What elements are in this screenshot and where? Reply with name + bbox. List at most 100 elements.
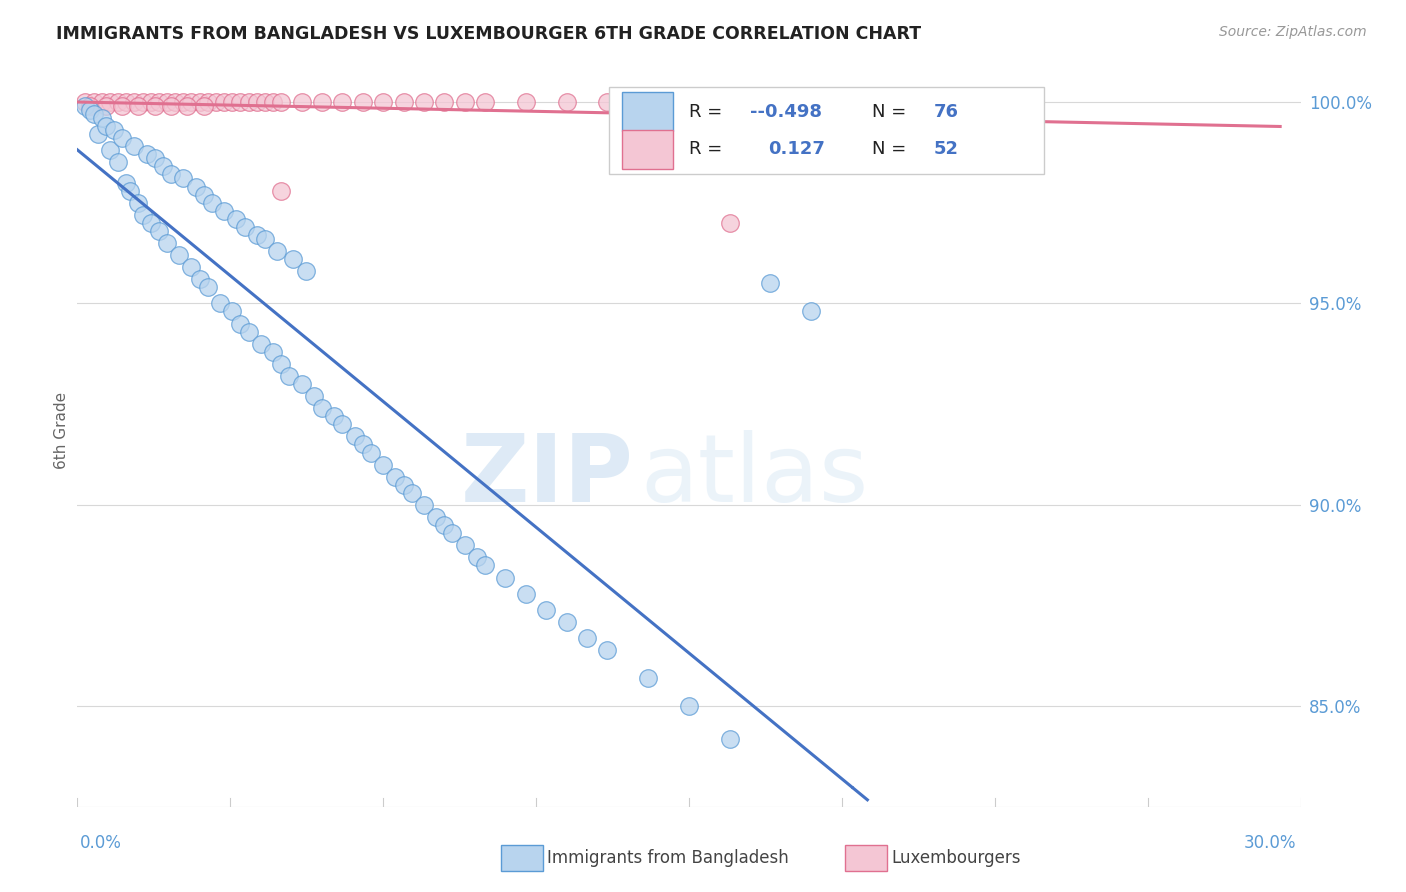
Point [124, 95, 146, 109]
Point [124, 139, 146, 153]
Point [79, 99, 101, 113]
Point [221, 304, 243, 318]
Point [176, 99, 198, 113]
Text: N =: N = [873, 103, 912, 120]
Point [139, 95, 162, 109]
Text: 0.0%: 0.0% [80, 834, 122, 852]
Point [165, 95, 187, 109]
Point [148, 95, 170, 109]
Point [107, 95, 129, 109]
Point [678, 699, 700, 714]
Point [262, 344, 284, 359]
Point [160, 99, 183, 113]
Point [225, 211, 247, 226]
Point [433, 95, 456, 109]
Point [596, 643, 619, 657]
FancyBboxPatch shape [621, 92, 673, 131]
Point [139, 216, 162, 230]
Point [392, 95, 415, 109]
Point [270, 357, 292, 371]
Point [262, 95, 284, 109]
Point [495, 570, 517, 584]
Point [246, 227, 269, 242]
Point [115, 176, 138, 190]
Point [453, 538, 475, 552]
Point [800, 304, 823, 318]
Point [759, 277, 782, 291]
Point [221, 95, 243, 109]
Point [160, 168, 183, 182]
Point [441, 526, 464, 541]
Text: ZIP: ZIP [461, 430, 634, 522]
Point [180, 260, 202, 274]
Point [718, 731, 741, 746]
Point [156, 95, 179, 109]
Point [180, 95, 202, 109]
Point [79, 103, 101, 117]
Point [343, 429, 366, 443]
Point [212, 95, 235, 109]
Point [283, 252, 305, 266]
Point [515, 95, 537, 109]
Point [401, 486, 423, 500]
Point [250, 336, 273, 351]
Point [98, 143, 121, 157]
Point [229, 317, 252, 331]
Point [148, 224, 170, 238]
Text: R =: R = [689, 140, 728, 158]
Point [718, 216, 741, 230]
Point [212, 203, 235, 218]
Point [233, 219, 256, 234]
Point [201, 195, 224, 210]
Text: --0.498: --0.498 [751, 103, 823, 120]
Point [465, 550, 488, 565]
Point [413, 498, 436, 512]
Point [270, 95, 292, 109]
Point [75, 95, 97, 109]
Text: 0.127: 0.127 [769, 140, 825, 158]
Point [882, 95, 904, 109]
Point [143, 151, 166, 165]
Point [515, 587, 537, 601]
Point [474, 558, 496, 573]
Point [323, 409, 346, 424]
Point [352, 95, 374, 109]
Point [83, 107, 105, 121]
Text: N =: N = [873, 140, 912, 158]
Text: Immigrants from Bangladesh: Immigrants from Bangladesh [547, 849, 789, 867]
Point [208, 296, 231, 310]
Point [360, 445, 382, 459]
Point [135, 147, 157, 161]
Point [384, 469, 406, 483]
Point [534, 603, 557, 617]
Point [94, 99, 117, 113]
Point [311, 401, 333, 416]
Point [238, 325, 260, 339]
Point [98, 95, 121, 109]
Point [127, 195, 149, 210]
Point [678, 95, 700, 109]
FancyBboxPatch shape [609, 87, 1043, 174]
Text: IMMIGRANTS FROM BANGLADESH VS LUXEMBOURGER 6TH GRADE CORRELATION CHART: IMMIGRANTS FROM BANGLADESH VS LUXEMBOURG… [56, 25, 921, 43]
Point [188, 272, 211, 286]
Point [229, 95, 252, 109]
Point [143, 99, 166, 113]
Point [433, 518, 456, 533]
Point [555, 95, 578, 109]
Point [90, 95, 112, 109]
Point [172, 95, 194, 109]
Text: R =: R = [689, 103, 728, 120]
Point [107, 155, 129, 169]
Point [197, 280, 219, 294]
Point [332, 417, 354, 432]
Text: Luxembourgers: Luxembourgers [891, 849, 1021, 867]
Point [294, 264, 316, 278]
Text: 76: 76 [934, 103, 959, 120]
Point [87, 127, 110, 141]
Point [413, 95, 436, 109]
Text: atlas: atlas [640, 430, 869, 522]
Point [352, 437, 374, 451]
Point [120, 184, 142, 198]
Point [555, 615, 578, 629]
Point [453, 95, 475, 109]
